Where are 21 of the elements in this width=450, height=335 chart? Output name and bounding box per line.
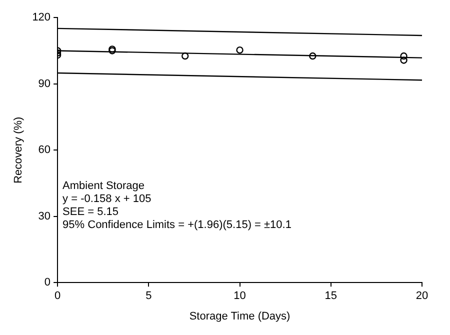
x-tick-label: 15 [324,290,338,302]
x-tick-label: 0 [54,290,61,302]
y-tick-label: 90 [38,78,51,90]
x-tick-label: 20 [416,290,428,302]
y-axis-title: Recovery (%) [12,116,25,184]
x-tick-label: 5 [146,290,152,302]
x-tick-label: 10 [234,290,246,302]
point [400,52,408,60]
x-axis-title: Storage Time (Days) [189,310,290,322]
point [182,52,189,60]
point [309,52,316,60]
y-tick-label: 60 [38,144,51,156]
point [400,56,408,64]
annotation: SEE = 5.15 [62,206,119,218]
y-tick-label: 0 [44,276,51,289]
y-tick-label: 30 [38,210,51,222]
annotation: 95% Confidence Limits = +(1.96)(5.15) = ±10.1 [62,219,292,232]
y-tick-label: 120 [32,12,51,24]
annotation: Ambient Storage [62,180,144,192]
point [236,46,244,54]
annotation: y = -0.158 x + 105 [62,193,152,206]
